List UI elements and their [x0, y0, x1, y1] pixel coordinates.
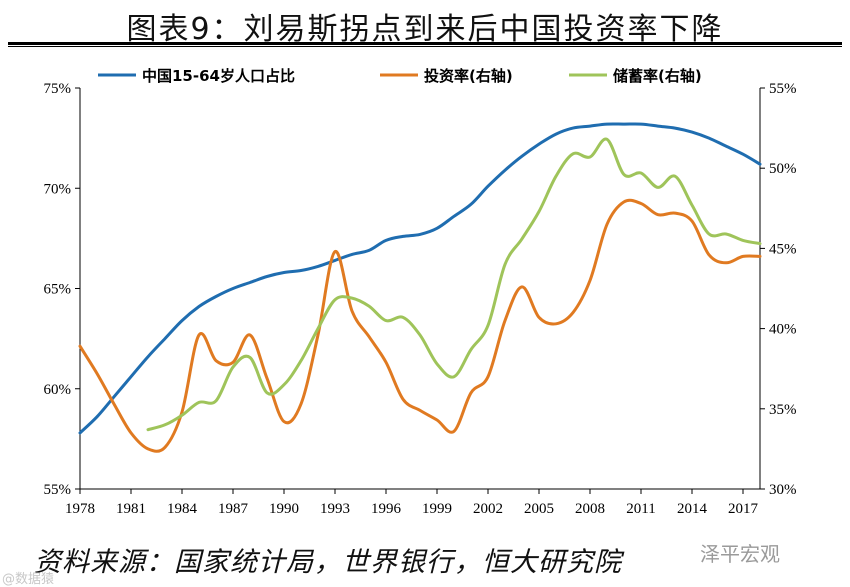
x-tick-label: 1990: [269, 501, 299, 517]
x-tick-label: 1984: [167, 501, 198, 517]
x-tick-label: 2017: [728, 501, 759, 517]
title-rule-thin: [8, 46, 842, 47]
legend-label-investment: 投资率(右轴): [424, 67, 513, 85]
y-left-tick-label: 70%: [44, 181, 72, 197]
watermark-right: 泽平宏观: [700, 542, 780, 566]
x-tick-label: 1996: [371, 501, 402, 517]
y-right-tick-label: 35%: [769, 402, 797, 418]
figure-title: 图表9：刘易斯拐点到来后中国投资率下降: [126, 12, 724, 47]
series-group: [78, 122, 762, 453]
series-line-investment-rate: [78, 198, 762, 453]
y-left-ticks: 55% 60% 65% 70% 75%: [44, 81, 80, 498]
legend-label-working-age: 中国15-64岁人口占比: [142, 67, 295, 85]
y-right-tick-label: 55%: [769, 81, 797, 97]
y-left-tick-label: 60%: [44, 382, 72, 398]
legend-label-savings: 储蓄率(右轴): [613, 67, 702, 85]
x-tick-label: 1999: [422, 501, 452, 517]
x-ticks: 1978 1981 1984 1987 1990 1993 1996 1999 2002 2005…: [65, 489, 759, 517]
source-note: 资料来源：国家统计局，世界银行，恒大研究院: [34, 547, 622, 578]
x-tick-label: 1978: [65, 501, 95, 517]
x-tick-label: 2005: [524, 501, 554, 517]
x-tick-label: 2011: [626, 501, 655, 517]
title-rule-top: [8, 42, 842, 45]
y-left-tick-label: 75%: [44, 81, 72, 97]
legend: 中国15-64岁人口占比 投资率(右轴) 储蓄率(右轴): [98, 67, 702, 85]
x-tick-label: 2014: [677, 501, 708, 517]
x-tick-label: 2002: [473, 501, 503, 517]
series-line-savings-rate: [146, 137, 762, 432]
watermark-left: @数据猿: [2, 572, 55, 587]
y-right-tick-label: 30%: [769, 482, 797, 498]
y-left-tick-label: 65%: [44, 282, 72, 298]
y-right-tick-label: 50%: [769, 161, 797, 177]
x-tick-label: 1981: [116, 501, 146, 517]
x-tick-label: 1987: [218, 501, 249, 517]
y-right-ticks: 30% 35% 40% 45% 50% 55%: [760, 81, 797, 498]
series-line-working-age-share: [78, 122, 762, 435]
x-tick-label: 2008: [575, 501, 605, 517]
y-left-tick-label: 55%: [44, 482, 72, 498]
x-tick-label: 1993: [320, 501, 350, 517]
y-right-tick-label: 45%: [769, 241, 797, 257]
y-right-tick-label: 40%: [769, 322, 797, 338]
chart: 1978 1981 1984 1987 1990 1993 1996 1999 2002 2005…: [44, 67, 797, 517]
